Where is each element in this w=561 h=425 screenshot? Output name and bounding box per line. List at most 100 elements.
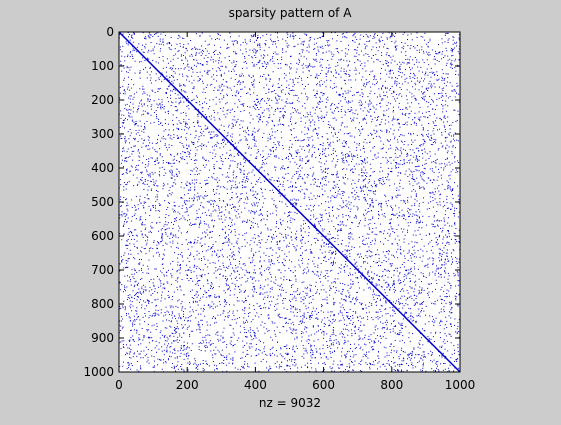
nonzero-marker — [351, 361, 353, 363]
nonzero-marker — [222, 262, 224, 264]
nonzero-marker — [122, 225, 124, 227]
nonzero-marker — [392, 328, 394, 330]
nonzero-marker — [370, 244, 372, 245]
nonzero-marker — [252, 222, 254, 224]
nonzero-marker — [213, 172, 215, 174]
nonzero-marker — [326, 344, 328, 346]
nonzero-marker — [367, 134, 369, 136]
nonzero-marker — [362, 356, 364, 358]
nonzero-marker — [417, 346, 419, 348]
nonzero-marker — [426, 208, 428, 210]
nonzero-marker — [244, 86, 246, 88]
nonzero-marker — [170, 234, 172, 236]
nonzero-marker — [331, 210, 333, 211]
nonzero-marker — [179, 268, 181, 270]
nonzero-marker — [177, 306, 179, 308]
nonzero-marker — [340, 59, 342, 61]
nonzero-marker — [276, 221, 278, 223]
nonzero-marker — [341, 355, 343, 357]
nonzero-marker — [417, 361, 419, 363]
nonzero-marker — [183, 84, 185, 86]
nonzero-marker — [145, 240, 147, 242]
nonzero-marker — [256, 37, 258, 39]
nonzero-marker — [417, 220, 419, 222]
nonzero-marker — [428, 54, 430, 56]
nonzero-marker — [339, 205, 341, 207]
nonzero-marker — [201, 75, 203, 77]
nonzero-marker — [382, 32, 384, 34]
nonzero-marker — [384, 183, 386, 185]
nonzero-marker — [148, 281, 150, 283]
nonzero-marker — [372, 46, 374, 48]
nonzero-marker — [393, 320, 395, 322]
nonzero-marker — [192, 280, 194, 282]
nonzero-marker — [314, 225, 316, 227]
nonzero-marker — [210, 213, 212, 215]
nonzero-marker — [123, 114, 125, 116]
nonzero-marker — [229, 149, 231, 151]
nonzero-marker — [447, 230, 449, 232]
nonzero-marker — [171, 165, 173, 167]
nonzero-marker — [247, 365, 249, 367]
nonzero-marker — [162, 40, 164, 42]
nonzero-marker — [399, 323, 401, 325]
nonzero-marker — [380, 321, 382, 323]
nonzero-marker — [403, 163, 405, 165]
nonzero-marker — [313, 38, 315, 40]
nonzero-marker — [223, 72, 225, 74]
nonzero-marker — [124, 142, 126, 144]
nonzero-marker — [122, 33, 124, 35]
nonzero-marker — [243, 170, 245, 172]
nonzero-marker — [169, 346, 171, 348]
nonzero-marker — [291, 189, 293, 191]
nonzero-marker — [408, 212, 410, 214]
nonzero-marker — [430, 87, 432, 89]
nonzero-marker — [169, 90, 171, 92]
nonzero-marker — [271, 198, 273, 200]
nonzero-marker — [325, 261, 327, 262]
nonzero-marker — [299, 145, 301, 147]
nonzero-marker — [219, 339, 221, 341]
nonzero-marker — [330, 262, 332, 264]
nonzero-marker — [329, 351, 331, 353]
nonzero-marker — [447, 367, 449, 369]
nonzero-marker — [200, 220, 201, 222]
nonzero-marker — [358, 163, 360, 165]
nonzero-marker — [136, 284, 138, 286]
nonzero-marker — [458, 280, 460, 282]
nonzero-marker — [446, 236, 448, 238]
nonzero-marker — [454, 161, 456, 163]
nonzero-marker — [150, 157, 152, 159]
nonzero-marker — [144, 197, 146, 199]
nonzero-marker — [305, 65, 307, 67]
nonzero-marker — [282, 116, 284, 118]
nonzero-marker — [452, 121, 454, 123]
nonzero-marker — [387, 140, 389, 142]
nonzero-marker — [444, 261, 446, 263]
nonzero-marker — [178, 317, 180, 319]
nonzero-marker — [295, 139, 297, 141]
nonzero-marker — [270, 179, 272, 181]
nonzero-marker — [368, 275, 370, 277]
nonzero-marker — [124, 216, 126, 218]
nonzero-marker — [203, 207, 205, 209]
nonzero-marker — [323, 241, 325, 243]
nonzero-marker — [192, 204, 194, 206]
nonzero-marker — [245, 300, 247, 302]
nonzero-marker — [148, 310, 150, 312]
nonzero-marker — [189, 183, 191, 185]
nonzero-marker — [260, 187, 262, 189]
nonzero-marker — [130, 368, 132, 370]
nonzero-marker — [451, 225, 453, 227]
nonzero-marker — [307, 173, 309, 175]
nonzero-marker — [172, 185, 174, 187]
nonzero-marker — [219, 200, 221, 202]
nonzero-marker — [254, 131, 256, 133]
nonzero-marker — [251, 56, 253, 58]
nonzero-marker — [383, 363, 385, 365]
nonzero-marker — [446, 180, 448, 182]
nonzero-marker — [454, 215, 456, 217]
nonzero-marker — [157, 88, 159, 90]
nonzero-marker — [193, 196, 195, 198]
nonzero-marker — [325, 270, 327, 272]
